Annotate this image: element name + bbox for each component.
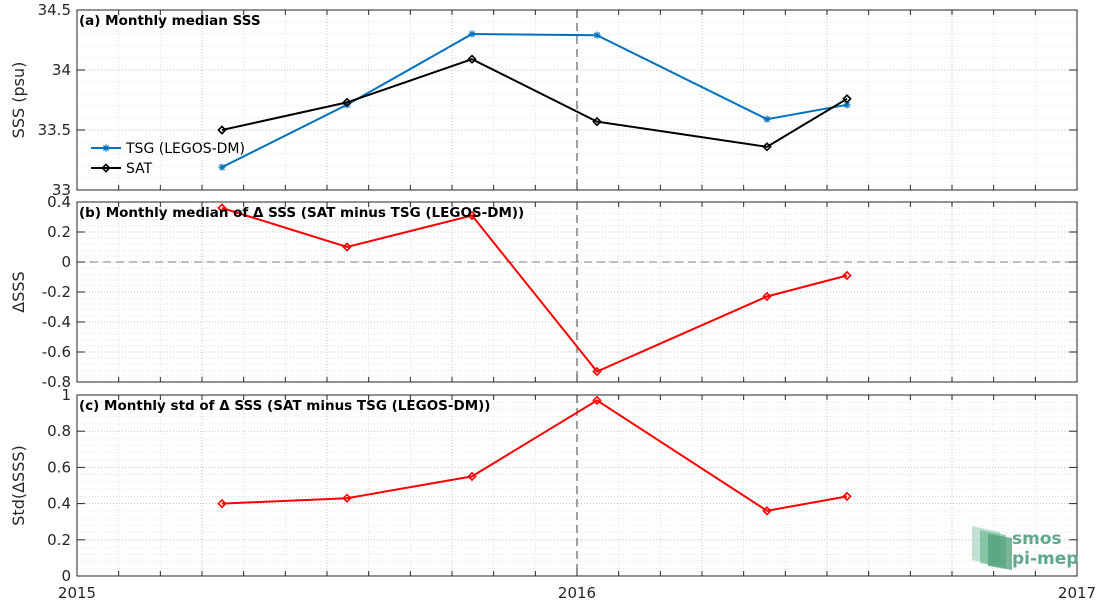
data-point <box>342 493 352 503</box>
plot-frame <box>76 9 1078 191</box>
y-tick-label: 0 <box>61 567 71 585</box>
logo-line2: pi-mep <box>1012 549 1078 569</box>
x-tick-label: 2017 <box>1058 584 1096 602</box>
plot-frame <box>76 394 1078 577</box>
y-tick-label: 33 <box>52 181 71 199</box>
legend-marker <box>101 163 111 173</box>
data-point <box>217 203 227 213</box>
y-tick-label: 0.2 <box>47 531 71 549</box>
y-axis-label: SSS (psu) <box>9 62 28 139</box>
series-a-1 <box>217 54 852 152</box>
data-point <box>593 31 601 39</box>
panel-a: 33 33.5 34 34.5 SSS (psu) (a) Monthly median … <box>9 1 1078 199</box>
panel-title: (b) Monthly median of Δ SSS (SAT minus T… <box>79 205 524 221</box>
data-point <box>762 142 772 152</box>
data-point <box>842 491 852 502</box>
data-point <box>217 498 227 509</box>
y-tick-label: 34 <box>52 61 71 79</box>
data-point <box>342 97 352 108</box>
data-point <box>762 291 772 302</box>
x-tick-label: 2015 <box>58 584 96 602</box>
y-tick-label: 0 <box>61 253 71 271</box>
plot-frame <box>76 201 1078 383</box>
data-point <box>342 242 352 252</box>
panel-b: -0.8 -0.6 -0.4 -0.2 0 0.2 0.4 ΔSSS (b) Monthly m… <box>9 193 1078 391</box>
y-tick-label: 1 <box>61 386 71 404</box>
legend-label: SAT <box>126 161 153 177</box>
series-line <box>221 207 848 373</box>
x-tick-label: 2016 <box>558 584 596 602</box>
chart-panels: 33 33.5 34 34.5 SSS (psu) (a) Monthly median … <box>9 1 1096 602</box>
logo-line1: smos <box>1012 529 1062 549</box>
data-point <box>467 54 477 64</box>
data-point <box>592 116 602 127</box>
data-point <box>467 471 477 482</box>
legend-marker <box>102 144 110 152</box>
data-point <box>843 101 851 109</box>
legend: TSG (LEGOS-DM) SAT <box>91 141 245 177</box>
data-point <box>218 163 226 171</box>
y-tick-label: 0.8 <box>47 422 71 440</box>
smos-pi-mep-logo: smos pi-mep <box>972 526 1078 570</box>
y-tick-label: -0.4 <box>42 313 71 331</box>
y-tick-label: 0.4 <box>47 495 71 513</box>
panel-c: 0 0.2 0.4 0.6 0.8 1 Std(ΔSSS) (c) Monthly std o… <box>9 386 1078 585</box>
data-point <box>592 395 602 406</box>
series-line <box>221 32 848 169</box>
data-point <box>842 270 852 281</box>
data-point <box>842 94 852 104</box>
data-point <box>763 115 771 123</box>
y-tick-label: 0.2 <box>47 223 71 241</box>
data-point <box>343 101 351 109</box>
data-point <box>592 366 602 377</box>
data-point <box>467 210 477 221</box>
panel-title: (c) Monthly std of Δ SSS (SAT minus TSG … <box>79 398 490 414</box>
data-point <box>468 30 476 38</box>
data-point <box>762 506 772 516</box>
y-tick-label: 0.6 <box>47 458 71 476</box>
panel-title: (a) Monthly median SSS <box>79 13 261 29</box>
y-tick-label: -0.8 <box>42 373 71 391</box>
y-axis-label: Std(ΔSSS) <box>9 445 28 525</box>
y-tick-label: 34.5 <box>38 1 71 19</box>
series-line <box>221 399 848 512</box>
series-a-0 <box>218 30 851 171</box>
data-point <box>217 125 227 135</box>
y-tick-label: -0.6 <box>42 343 71 361</box>
y-tick-label: 33.5 <box>38 121 71 139</box>
series-line <box>221 58 848 148</box>
y-tick-label: 0.4 <box>47 193 71 211</box>
legend-label: TSG (LEGOS-DM) <box>125 141 245 157</box>
y-tick-label: -0.2 <box>42 283 71 301</box>
y-axis-label: ΔSSS <box>9 271 28 312</box>
series-c-0 <box>217 395 852 516</box>
series-b-0 <box>217 203 852 377</box>
